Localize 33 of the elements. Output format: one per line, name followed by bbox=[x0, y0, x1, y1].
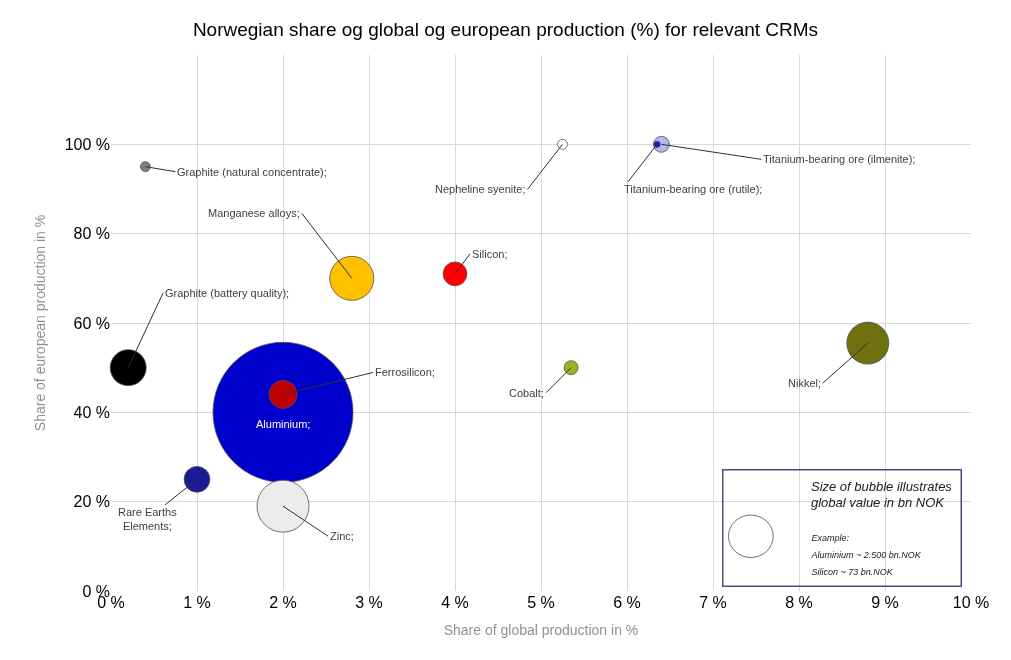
annotation: Silicon; bbox=[472, 248, 508, 260]
y-tick-label: 40 % bbox=[73, 403, 110, 421]
annotation: Zinc; bbox=[330, 530, 354, 542]
annotation: Nikkel; bbox=[788, 377, 822, 389]
annotation: Example: Aluminium ~ 2.500 bn.NOK Silicon ~ 73 bn.NOK bbox=[731, 533, 922, 577]
x-tick-label: 9 % bbox=[871, 594, 899, 611]
annotation: Aluminium; bbox=[256, 418, 311, 430]
annotation: Ferrosilicon; bbox=[375, 366, 435, 378]
y-tick-label: 100 % bbox=[64, 135, 110, 153]
annotation: Titanium-bearing ore (rutile); bbox=[624, 183, 763, 195]
y-axis-title: Share of european production in % bbox=[32, 214, 49, 432]
x-tick-label: 3 % bbox=[355, 594, 383, 611]
annotation: Graphite (natural concentrate); bbox=[177, 166, 327, 178]
x-tick-label: 2 % bbox=[269, 594, 297, 611]
annotation: Graphite (battery quality); bbox=[165, 287, 290, 299]
annotation: Rare Earths Elements; bbox=[118, 506, 178, 533]
annotation: Manganese alloys; bbox=[208, 207, 300, 219]
annotation: Nepheline syenite; bbox=[435, 183, 526, 195]
x-tick-label: 4 % bbox=[441, 594, 469, 611]
x-tick-label: 1 % bbox=[183, 594, 211, 611]
chart-title: Norwegian share og global og european production (%) for relevant CRMs bbox=[192, 19, 819, 41]
y-tick-label: 80 % bbox=[73, 225, 110, 243]
x-tick-label: 7 % bbox=[699, 594, 727, 611]
x-tick-label: 8 % bbox=[785, 594, 813, 611]
annotation: Size of bubble illustrates global value in bn NOK bbox=[731, 478, 953, 511]
x-axis-title: Share of global production in % bbox=[443, 622, 639, 639]
annotation: Cobalt; bbox=[509, 387, 544, 399]
y-tick-label: 20 % bbox=[73, 493, 110, 511]
annotation: Titanium-bearing ore (ilmenite); bbox=[763, 153, 916, 165]
x-tick-label: 6 % bbox=[613, 594, 641, 611]
y-tick-label: 60 % bbox=[73, 314, 110, 332]
x-tick-label: 10 % bbox=[952, 594, 990, 611]
x-tick-label: 5 % bbox=[527, 594, 555, 611]
